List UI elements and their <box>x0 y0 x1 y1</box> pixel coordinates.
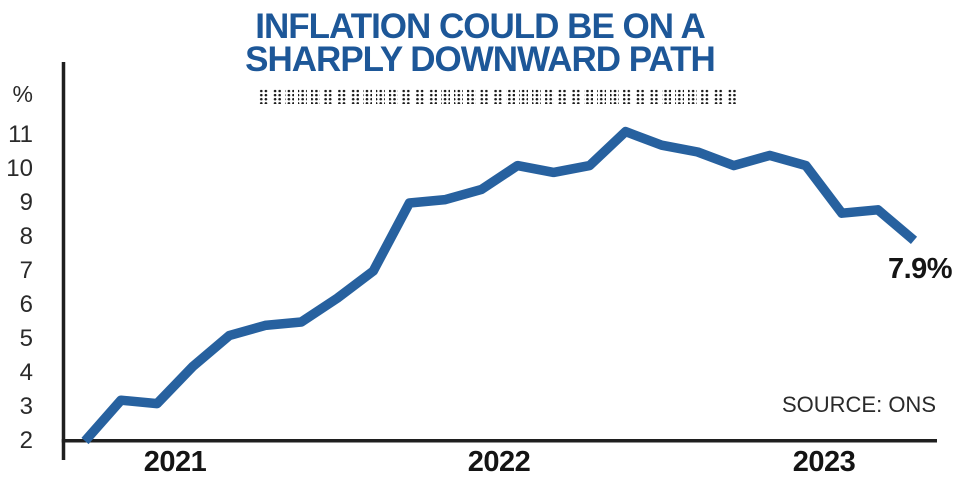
y-tick-label: 3 <box>19 393 33 420</box>
source-label: SOURCE: ONS <box>781 392 936 417</box>
y-tick-label: 6 <box>19 291 33 318</box>
x-year-label: 2023 <box>792 446 856 478</box>
chart-title-line2: SHARPLY DOWNWARD PATH <box>245 40 716 79</box>
chart-title: INFLATION COULD BE ON A SHARPLY DOWNWARD… <box>14 7 946 79</box>
end-value-label: 7.9% <box>887 253 953 286</box>
y-tick-label: 10 <box>6 155 33 182</box>
y-tick-label: 8 <box>19 223 33 250</box>
y-tick-label: 11 <box>8 121 33 148</box>
dotted-divider <box>259 89 740 104</box>
y-axis-unit-label: % <box>12 81 33 107</box>
x-year-label: 2022 <box>467 446 531 478</box>
y-tick-label: 5 <box>19 325 33 352</box>
y-tick-label: 4 <box>19 359 33 386</box>
inflation-data-line <box>81 126 918 445</box>
y-tick-label: 7 <box>19 257 33 284</box>
y-tick-label: 2 <box>19 427 33 454</box>
x-year-label: 2021 <box>143 446 207 478</box>
chart-title-line1: INFLATION COULD BE ON A <box>255 7 705 46</box>
y-tick-label: 9 <box>19 189 33 216</box>
